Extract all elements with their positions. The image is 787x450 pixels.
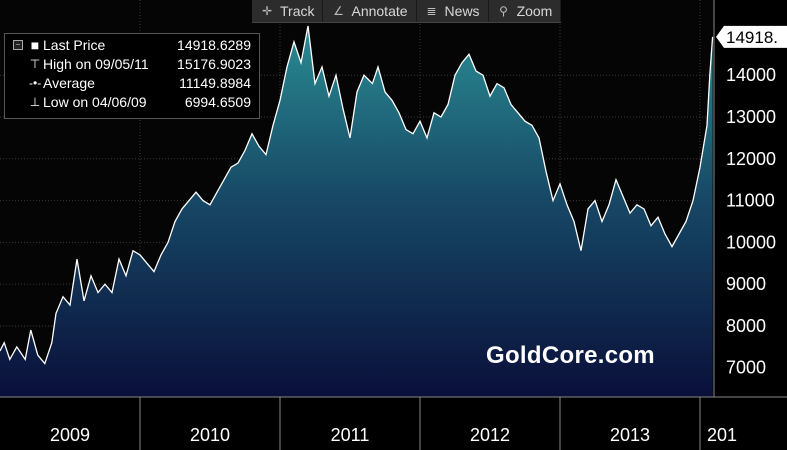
average-marker-icon: -•- [29, 76, 42, 90]
legend-high-value: 15176.9023 [177, 56, 251, 72]
x-year-label: 201 [707, 425, 737, 445]
x-year-label: 2013 [610, 425, 650, 445]
news-button[interactable]: ≣ News [417, 0, 489, 22]
x-year-label: 2011 [331, 425, 370, 445]
last-price-tag-text: 14918. [726, 28, 778, 47]
chart-toolbar: ✛ Track ∠ Annotate ≣ News ⚲ Zoom [252, 0, 562, 23]
legend-row-high: ⊤ High on 09/05/11 15176.9023 [5, 55, 259, 74]
legend-panel: − ■ Last Price 14918.6289 ⊤ High on 09/0… [4, 33, 260, 119]
y-tick-label: 10000 [726, 232, 776, 252]
collapse-icon[interactable]: − [13, 40, 23, 50]
x-year-label: 2009 [50, 425, 90, 445]
y-tick-label: 12000 [726, 149, 776, 169]
legend-high-label: High on 09/05/11 [43, 56, 149, 72]
high-marker-icon: ⊤ [29, 57, 41, 71]
magnifier-icon: ⚲ [499, 4, 508, 18]
zoom-button[interactable]: ⚲ Zoom [489, 0, 562, 22]
legend-average-label: Average [43, 75, 95, 91]
legend-low-label: Low on 04/06/09 [43, 94, 147, 110]
last-price-tag: 14918. [716, 25, 787, 48]
news-icon: ≣ [426, 4, 437, 18]
low-marker-icon: ⊥ [29, 95, 41, 109]
legend-low-value: 6994.6509 [184, 94, 251, 110]
price-area [0, 26, 713, 397]
y-tick-label: 8000 [726, 316, 766, 336]
last-price-tag-bg [716, 25, 787, 48]
legend-last-price-label: Last Price [43, 37, 106, 53]
y-tick-label: 11000 [726, 191, 775, 211]
filled-square-icon: ■ [30, 37, 40, 53]
x-year-label: 2012 [470, 425, 510, 445]
price-line [0, 25, 714, 365]
y-tick-label: 14000 [726, 65, 776, 85]
annotate-button[interactable]: ∠ Annotate [323, 0, 417, 22]
legend-average-value: 11149.8984 [179, 75, 251, 91]
y-tick-label: 7000 [726, 358, 766, 378]
watermark: GoldCore.com [486, 342, 655, 369]
crosshair-icon: ✛ [261, 4, 273, 18]
y-tick-label: 13000 [726, 107, 776, 127]
legend-row-last-price: − ■ Last Price 14918.6289 [5, 36, 259, 55]
legend-row-low: ⊥ Low on 04/06/09 6994.6509 [5, 93, 259, 112]
zoom-label: Zoom [516, 3, 553, 19]
x-year-label: 2010 [190, 425, 230, 445]
news-label: News [444, 3, 480, 19]
y-tick-label: 9000 [726, 274, 766, 294]
track-label: Track [280, 3, 315, 19]
track-button[interactable]: ✛ Track [252, 0, 324, 22]
annotate-label: Annotate [351, 3, 408, 19]
legend-last-price-value: 14918.6289 [177, 37, 251, 53]
legend-row-average: -•- Average 11149.8984 [5, 74, 259, 93]
pencil-icon: ∠ [333, 4, 344, 18]
